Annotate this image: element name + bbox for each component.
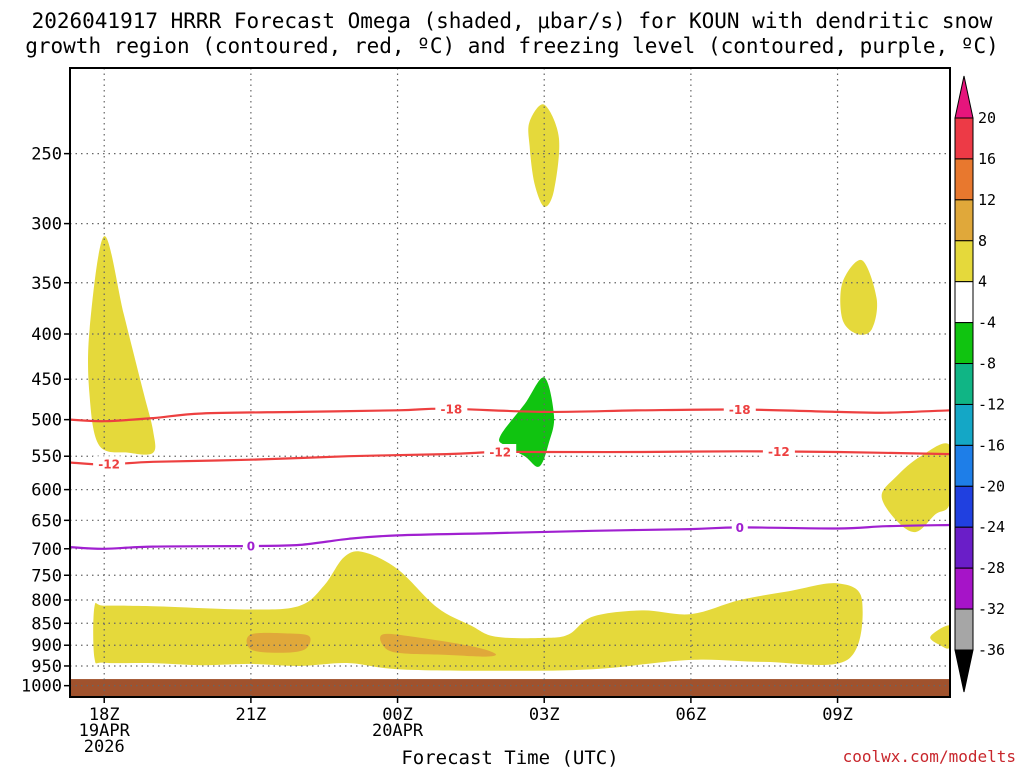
dgz-contour-label--12: -12 <box>768 445 790 459</box>
colorbar-label--16: -16 <box>978 436 1005 454</box>
colorbar-swatch <box>954 403 974 446</box>
pressure-tick-label-700: 700 <box>31 540 62 560</box>
freezing-level-contour-label-bg <box>731 519 748 536</box>
pressure-tick-label-500: 500 <box>31 411 62 431</box>
colorbar-label--20: -20 <box>978 477 1005 495</box>
time-tick-label-09Z: 09Z <box>822 705 853 725</box>
colorbar-label-8: 8 <box>978 232 987 250</box>
pressure-tick-label-1000: 1000 <box>21 677 62 697</box>
dgz-contour-label--18: -18 <box>440 402 462 416</box>
freezing-level-contour-0 <box>70 523 950 550</box>
omega-region-upper-ascent-east <box>840 259 878 335</box>
time-tick-label-18Z: 18Z <box>89 705 120 725</box>
pressure-tick-label-750: 750 <box>31 566 62 586</box>
colorbar-label-12: 12 <box>978 191 996 209</box>
colorbar-label--24: -24 <box>978 518 1005 536</box>
pressure-tick-label-800: 800 <box>31 591 62 611</box>
dgz-contour-label-bg <box>484 444 517 461</box>
dgz-contour-label-bg <box>93 456 126 473</box>
time-tick-label-21Z: 21Z <box>236 705 267 725</box>
colorbar-bottom-arrow <box>954 649 974 693</box>
pressure-tick-label-850: 850 <box>31 614 62 634</box>
freezing-level-contour-label-0: 0 <box>247 540 255 554</box>
color-bar: 20 16 12 8 4 -4 -8 -12 -16 -20 -24 -28 -32 -36 <box>954 75 1005 693</box>
omega-region-mid-ascent-east-edge <box>881 443 950 533</box>
omega-region-low-level-ascent-8-12-east <box>380 633 497 657</box>
time-tick-label-2026: 2026 <box>84 737 125 757</box>
dgz-contour-label-bg <box>435 400 468 417</box>
pressure-tick-label-450: 450 <box>31 370 62 390</box>
colorbar-label--36: -36 <box>978 641 1005 659</box>
colorbar-label--4: -4 <box>978 314 996 332</box>
colorbar-label-16: 16 <box>978 150 996 168</box>
credit-text[interactable]: coolwx.com/modelts <box>843 747 1016 766</box>
colorbar-swatch <box>954 322 974 365</box>
colorbar-swatch <box>954 567 974 610</box>
pressure-tick-label-350: 350 <box>31 274 62 294</box>
dgz-contour-label-bg <box>723 401 756 418</box>
colorbar-swatch <box>954 281 974 324</box>
plot-frame <box>69 67 951 698</box>
pressure-tick-label-300: 300 <box>31 215 62 235</box>
omega-region-low-level-ascent-8-12-west <box>246 632 311 653</box>
colorbar-swatch <box>954 444 974 487</box>
omega-region-upper-ascent-west <box>88 236 156 455</box>
colorbar-swatch <box>954 117 974 160</box>
pressure-tick-label-650: 650 <box>31 511 62 531</box>
colorbar-swatch <box>954 240 974 283</box>
pressure-tick-label-950: 950 <box>31 657 62 677</box>
colorbar-label--8: -8 <box>978 355 996 373</box>
omega-region-low-ascent-east-edge <box>930 625 950 649</box>
dgz-contour-label-bg <box>762 443 795 460</box>
colorbar-swatch <box>954 363 974 405</box>
pressure-axis: 2503003504004505005506006507007508008509… <box>21 145 70 697</box>
plot-area: -18 -18 -12 -12 -12 0 0 <box>70 68 950 697</box>
freezing-level-contour-label-0: 0 <box>736 521 744 535</box>
colorbar-swatch <box>954 526 974 569</box>
colorbar-label-4: 4 <box>978 273 987 291</box>
colorbar-swatch <box>954 158 974 201</box>
x-axis-title: Forecast Time (UTC) <box>401 747 618 768</box>
colorbar-label--12: -12 <box>978 395 1005 413</box>
time-tick-label-03Z: 03Z <box>529 705 560 725</box>
pressure-tick-label-250: 250 <box>31 145 62 165</box>
pressure-tick-label-550: 550 <box>31 447 62 467</box>
colorbar-swatch <box>954 485 974 528</box>
colorbar-label-20: 20 <box>978 109 996 127</box>
dgz-contour-label--18: -18 <box>729 403 751 417</box>
colorbar-top-arrow <box>954 75 974 119</box>
time-tick-label-06Z: 06Z <box>676 705 707 725</box>
chart-title-line-1: 2026041917 HRRR Forecast Omega (shaded, … <box>32 9 993 33</box>
omega-region-upper-ascent-high <box>528 104 560 207</box>
time-tick-label-20APR: 20APR <box>372 721 424 741</box>
freezing-level-contour-label-bg <box>242 538 259 555</box>
dgz-contour-label--12: -12 <box>489 446 511 460</box>
dgz-contour-label--12: -12 <box>98 458 120 472</box>
colorbar-label--28: -28 <box>978 559 1005 577</box>
time-tick-label-00Z: 00Z <box>382 705 413 725</box>
ground-surface <box>70 679 950 697</box>
chart-title-line-2: growth region (contoured, red, ºC) and f… <box>25 34 999 58</box>
colorbar-swatch <box>954 608 974 651</box>
pressure-tick-label-900: 900 <box>31 636 62 656</box>
colorbar-label--32: -32 <box>978 600 1005 618</box>
pressure-tick-label-400: 400 <box>31 325 62 345</box>
colorbar-swatch <box>954 199 974 242</box>
time-tick-label-19APR: 19APR <box>79 721 131 741</box>
pressure-tick-label-600: 600 <box>31 481 62 501</box>
